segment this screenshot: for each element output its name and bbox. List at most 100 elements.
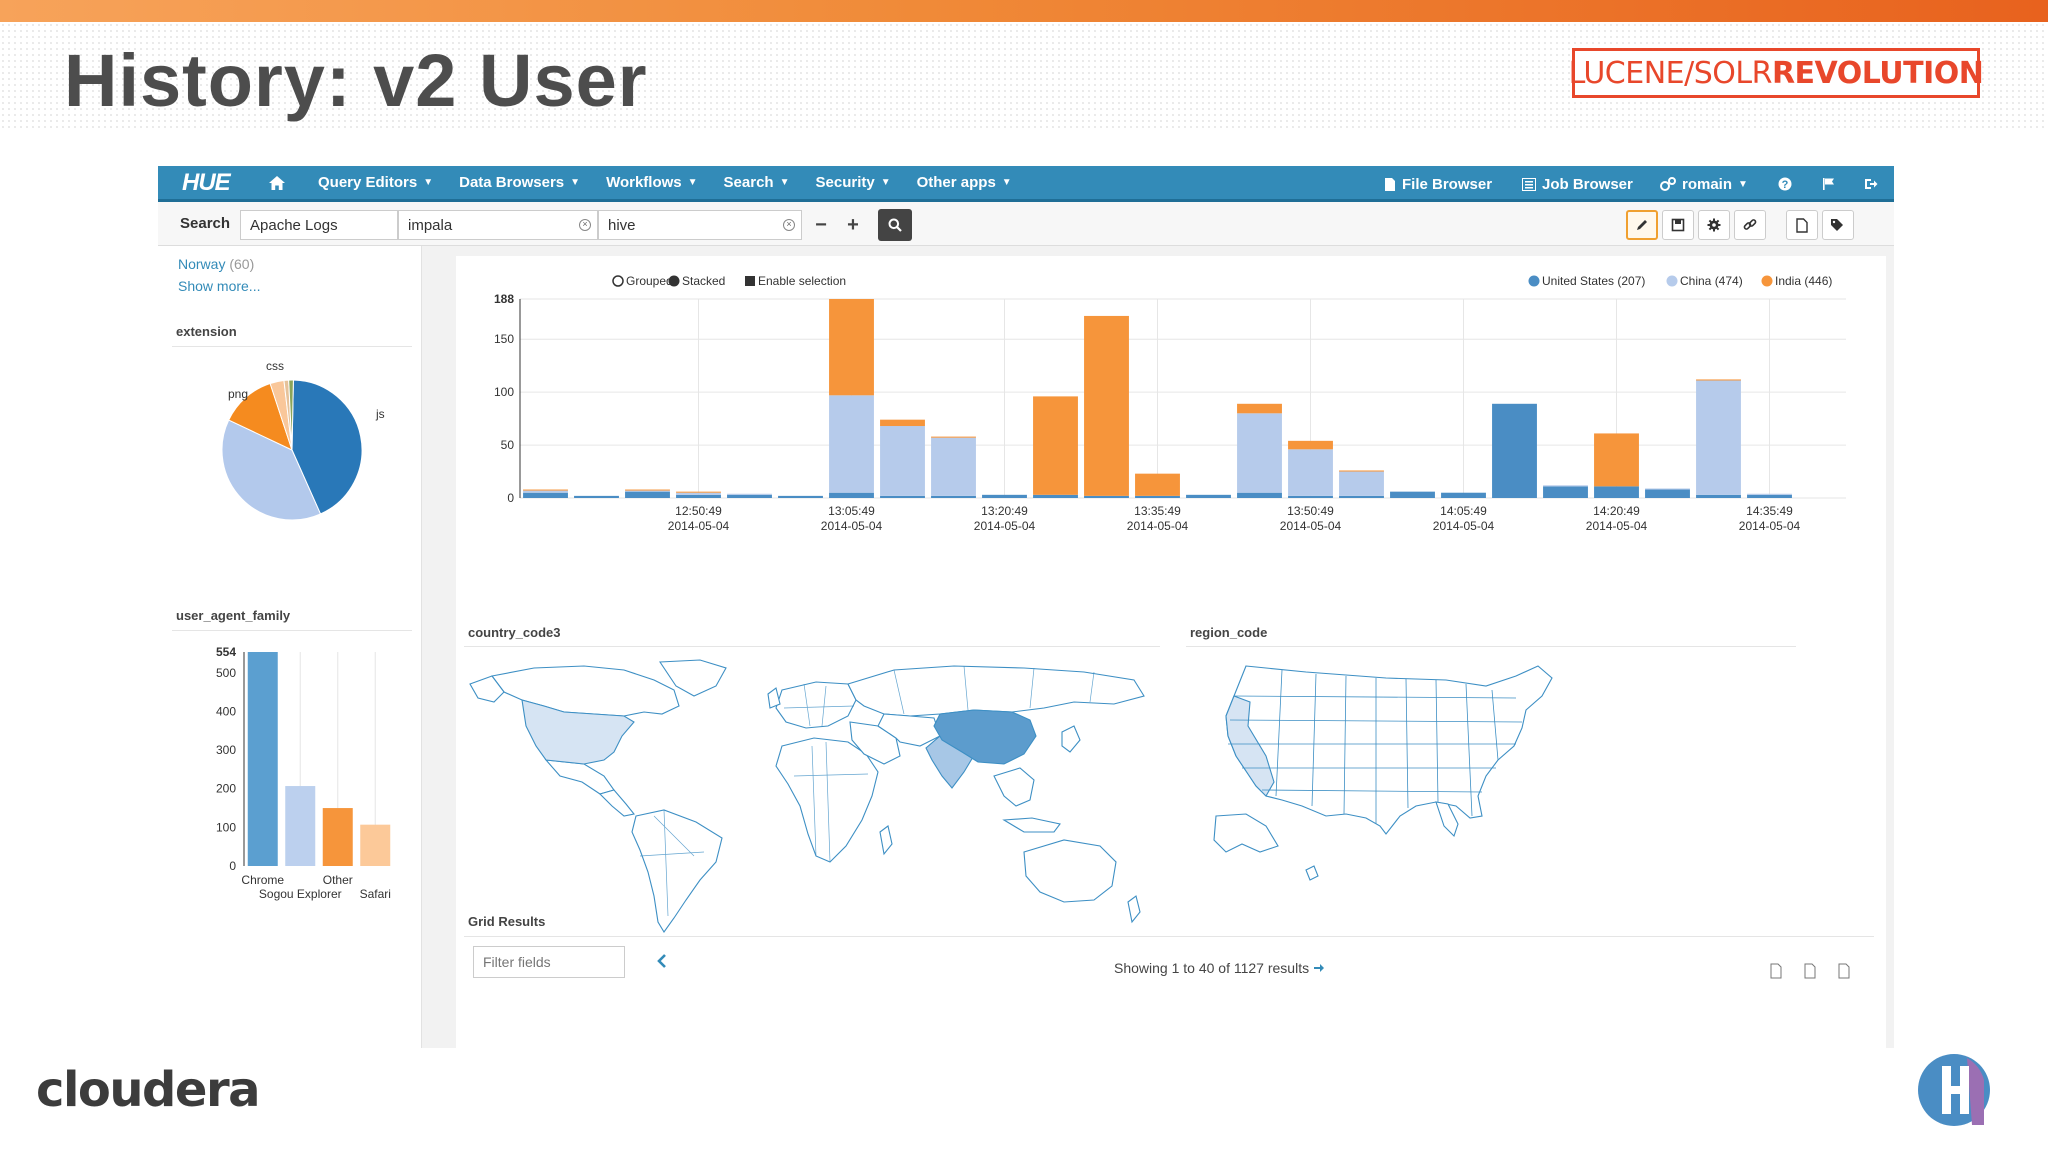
user-agent-bar[interactable] <box>247 652 278 866</box>
pie-slice[interactable] <box>221 419 322 521</box>
pie-slice[interactable] <box>228 382 293 451</box>
nav-menu-other-apps[interactable]: Other apps ▼ <box>917 174 1012 191</box>
timeline-bar-segment[interactable] <box>1237 492 1282 498</box>
timeline-bar-segment[interactable] <box>574 495 619 498</box>
remove-query-button[interactable]: − <box>815 213 827 236</box>
timeline-bar-segment[interactable] <box>625 490 670 492</box>
timeline-bar-segment[interactable] <box>1543 485 1588 487</box>
timeline-bar-segment[interactable] <box>727 493 772 495</box>
timeline-bar-segment[interactable] <box>931 437 976 496</box>
timeline-bar-segment[interactable] <box>880 419 925 427</box>
radio-grouped[interactable] <box>612 275 624 287</box>
facet-item-norway[interactable]: Norway (60) <box>178 256 254 272</box>
flag-icon[interactable] <box>1822 166 1836 202</box>
timeline-bar-segment[interactable] <box>727 494 772 498</box>
timeline-bar-segment[interactable] <box>1390 491 1435 498</box>
query-input-1[interactable]: impala × <box>398 210 598 240</box>
user-menu[interactable]: romain ▼ <box>1660 166 1748 202</box>
hue-logo[interactable]: HUE <box>182 168 231 196</box>
timeline-bar-segment[interactable] <box>1033 396 1078 495</box>
user-agent-bar[interactable] <box>285 786 316 866</box>
collection-selector[interactable]: Apache Logs <box>240 210 398 240</box>
save-button[interactable] <box>1662 210 1694 240</box>
timeline-bar-segment[interactable] <box>1747 493 1792 495</box>
checkbox-enable-selection[interactable] <box>745 276 755 286</box>
timeline-bar-segment[interactable] <box>523 490 568 493</box>
timeline-bar-segment[interactable] <box>1288 449 1333 496</box>
logout-icon[interactable] <box>1864 166 1878 202</box>
search-button[interactable] <box>878 209 912 241</box>
show-more-link[interactable]: Show more... <box>178 278 261 294</box>
timeline-bar-segment[interactable] <box>523 489 568 491</box>
new-document-button[interactable] <box>1786 210 1818 240</box>
timeline-bar-segment[interactable] <box>1441 492 1486 498</box>
timeline-bar-segment[interactable] <box>1237 403 1282 414</box>
timeline-bar-segment[interactable] <box>1237 413 1282 493</box>
timeline-bar-segment[interactable] <box>778 495 823 498</box>
timeline-bar-segment[interactable] <box>676 494 721 498</box>
timeline-bar-segment[interactable] <box>880 495 925 498</box>
export-xls-icon[interactable] <box>1803 963 1817 979</box>
user-agent-bar[interactable] <box>322 808 353 866</box>
timeline-bar-segment[interactable] <box>829 492 874 498</box>
timeline-bar-segment[interactable] <box>1339 471 1384 496</box>
timeline-bar-segment[interactable] <box>1084 495 1129 498</box>
filter-fields-input[interactable] <box>473 946 625 978</box>
file-browser-link[interactable]: File Browser <box>1384 166 1492 202</box>
link-button[interactable] <box>1734 210 1766 240</box>
timeline-bar-segment[interactable] <box>1186 494 1231 498</box>
timeline-bar-segment[interactable] <box>931 436 976 438</box>
timeline-bar-segment[interactable] <box>982 494 1027 498</box>
pie-slice[interactable] <box>291 379 363 515</box>
timeline-bar-segment[interactable] <box>625 491 670 498</box>
legend-swatch[interactable] <box>1666 275 1678 287</box>
arrow-right-icon[interactable] <box>1313 962 1325 974</box>
edit-button[interactable] <box>1626 210 1658 240</box>
radio-stacked[interactable] <box>668 275 680 287</box>
clear-icon[interactable]: × <box>579 219 591 231</box>
pie-slice[interactable] <box>288 379 294 451</box>
timeline-bar-segment[interactable] <box>1339 495 1384 498</box>
legend-swatch[interactable] <box>1528 275 1540 287</box>
timeline-bar-segment[interactable] <box>1288 495 1333 498</box>
nav-menu-workflows[interactable]: Workflows ▼ <box>606 174 697 191</box>
world-map[interactable] <box>464 656 1154 936</box>
nav-menu-data-browsers[interactable]: Data Browsers ▼ <box>459 174 580 191</box>
timeline-bar-segment[interactable] <box>880 426 925 496</box>
timeline-bar-segment[interactable] <box>1696 379 1741 381</box>
clear-icon[interactable]: × <box>783 219 795 231</box>
timeline-bar-segment[interactable] <box>1492 403 1537 498</box>
chevron-left-icon[interactable] <box>656 954 668 968</box>
legend-swatch[interactable] <box>1761 275 1773 287</box>
timeline-bar-segment[interactable] <box>1594 433 1639 487</box>
timeline-bar-segment[interactable] <box>1084 315 1129 496</box>
timeline-bar-segment[interactable] <box>1645 489 1690 498</box>
timeline-bar-segment[interactable] <box>1135 473 1180 496</box>
us-states-map[interactable] <box>1186 656 1626 946</box>
export-csv-icon[interactable] <box>1769 963 1783 979</box>
timeline-bar-segment[interactable] <box>1135 495 1180 498</box>
query-input-2[interactable]: hive × <box>598 210 802 240</box>
nav-menu-query-editors[interactable]: Query Editors ▼ <box>318 174 433 191</box>
nav-menu-security[interactable]: Security ▼ <box>816 174 891 191</box>
timeline-bar-segment[interactable] <box>1696 494 1741 498</box>
nav-menu-search[interactable]: Search ▼ <box>724 174 790 191</box>
user-agent-bar[interactable] <box>360 824 391 866</box>
timeline-bar-segment[interactable] <box>1696 380 1741 495</box>
add-query-button[interactable]: + <box>847 213 859 236</box>
timeline-bar-segment[interactable] <box>625 489 670 491</box>
help-icon[interactable]: ? <box>1778 166 1792 202</box>
timeline-bar-segment[interactable] <box>829 299 874 396</box>
timeline-bar-segment[interactable] <box>829 395 874 493</box>
settings-button[interactable] <box>1698 210 1730 240</box>
export-json-icon[interactable] <box>1837 963 1851 979</box>
tags-button[interactable] <box>1822 210 1854 240</box>
timeline-bar-segment[interactable] <box>1543 486 1588 498</box>
timeline-bar-segment[interactable] <box>931 495 976 498</box>
timeline-bar-segment[interactable] <box>523 492 568 498</box>
timeline-bar-segment[interactable] <box>676 491 721 493</box>
timeline-bar-segment[interactable] <box>1645 488 1690 490</box>
timeline-bar-segment[interactable] <box>676 492 721 495</box>
job-browser-link[interactable]: Job Browser <box>1522 166 1633 202</box>
timeline-bar-segment[interactable] <box>1594 486 1639 498</box>
